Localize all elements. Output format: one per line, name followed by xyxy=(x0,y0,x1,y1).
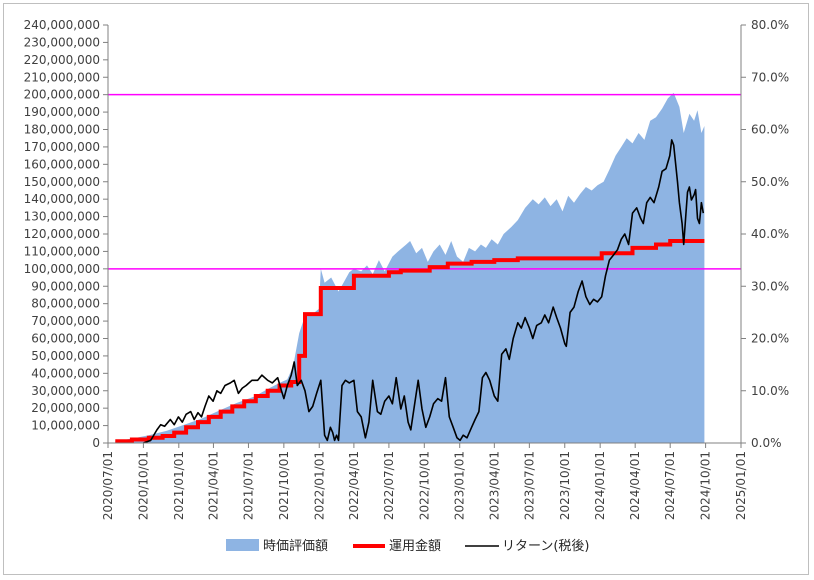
y-left-tick-label: 140,000,000 xyxy=(24,192,100,206)
y-right-tick-label: 10.0% xyxy=(751,384,789,398)
x-tick-label: 2022/07/01 xyxy=(382,451,396,520)
y-left-tick-label: 40,000,000 xyxy=(31,366,100,380)
x-tick-label: 2024/07/01 xyxy=(663,451,677,520)
x-tick-label: 2023/01/01 xyxy=(453,451,467,520)
y-right-tick-label: 60.0% xyxy=(751,123,789,137)
y-left-tick-label: 160,000,000 xyxy=(24,157,100,171)
y-left-tick-label: 20,000,000 xyxy=(31,401,100,415)
x-tick-label: 2021/07/01 xyxy=(241,451,255,520)
y-left-tick-label: 170,000,000 xyxy=(24,140,100,154)
x-tick-label: 2023/07/01 xyxy=(522,451,536,520)
x-tick-label: 2022/01/01 xyxy=(312,451,326,520)
y-left-tick-label: 200,000,000 xyxy=(24,88,100,102)
y-left-tick-label: 60,000,000 xyxy=(31,332,100,346)
y-right-tick-label: 80.0% xyxy=(751,18,789,32)
x-tick-label: 2022/04/01 xyxy=(347,451,361,520)
chart-svg: 0 10,000,000 20,000,000 30,000,000 40,000,00… xyxy=(24,18,789,554)
legend-label-invested-amount: 運用金額 xyxy=(389,538,441,554)
x-tick-label: 2021/04/01 xyxy=(206,451,220,520)
y-right-tick-label: 0.0% xyxy=(751,436,782,450)
x-tick-label: 2024/04/01 xyxy=(628,451,642,520)
x-tick-label: 2021/01/01 xyxy=(172,451,186,520)
legend-swatch-market-value xyxy=(226,539,259,551)
y-left-tick-label: 190,000,000 xyxy=(24,105,100,119)
y-left-tick-label: 80,000,000 xyxy=(31,297,100,311)
y-left-tick-label: 180,000,000 xyxy=(24,123,100,137)
x-tick-label: 2023/04/01 xyxy=(487,451,501,520)
chart-frame: 0 10,000,000 20,000,000 30,000,000 40,000,00… xyxy=(3,3,809,575)
y-left-tick-label: 240,000,000 xyxy=(24,18,100,32)
y-left-tick-label: 100,000,000 xyxy=(24,262,100,276)
x-tick-label: 2021/10/01 xyxy=(277,451,291,520)
y-right-tick-label: 50.0% xyxy=(751,175,789,189)
y-left-tick-label: 220,000,000 xyxy=(24,53,100,67)
legend-label-return-after-tax: リターン(税後) xyxy=(502,539,590,554)
y-left-tick-label: 210,000,000 xyxy=(24,70,100,84)
y-right-tick-label: 70.0% xyxy=(751,70,789,84)
y-left-tick-label: 130,000,000 xyxy=(24,210,100,224)
x-tick-label: 2025/01/01 xyxy=(734,451,748,520)
y-right-tick-label: 30.0% xyxy=(751,279,789,293)
y-left-tick-label: 110,000,000 xyxy=(24,244,100,258)
x-tick-label: 2022/10/01 xyxy=(417,451,431,520)
series-line-return-after-tax xyxy=(143,139,705,444)
y-left-tick-label: 30,000,000 xyxy=(31,384,100,398)
x-tick-label: 2024/10/01 xyxy=(699,451,713,520)
y-left-tick-label: 70,000,000 xyxy=(31,314,100,328)
x-tick-label: 2023/10/01 xyxy=(558,451,572,520)
x-tick-label: 2024/01/01 xyxy=(593,451,607,520)
y-left-tick-label: 0 xyxy=(92,436,100,450)
y-left-tick-label: 50,000,000 xyxy=(31,349,100,363)
y-left-tick-label: 10,000,000 xyxy=(31,419,100,433)
y-left-tick-label: 120,000,000 xyxy=(24,227,100,241)
x-tick-label: 2020/10/01 xyxy=(136,451,150,520)
y-left-tick-label: 150,000,000 xyxy=(24,175,100,189)
series-line-invested-amount xyxy=(115,239,705,444)
x-tick-label: 2020/07/01 xyxy=(101,451,115,520)
series-area-market-value xyxy=(115,92,705,444)
y-left-tick-label: 90,000,000 xyxy=(31,279,100,293)
y-right-tick-label: 40.0% xyxy=(751,227,789,241)
legend-label-market-value: 時価評価額 xyxy=(263,539,328,554)
y-left-tick-label: 230,000,000 xyxy=(24,35,100,49)
y-right-tick-label: 20.0% xyxy=(751,332,789,346)
